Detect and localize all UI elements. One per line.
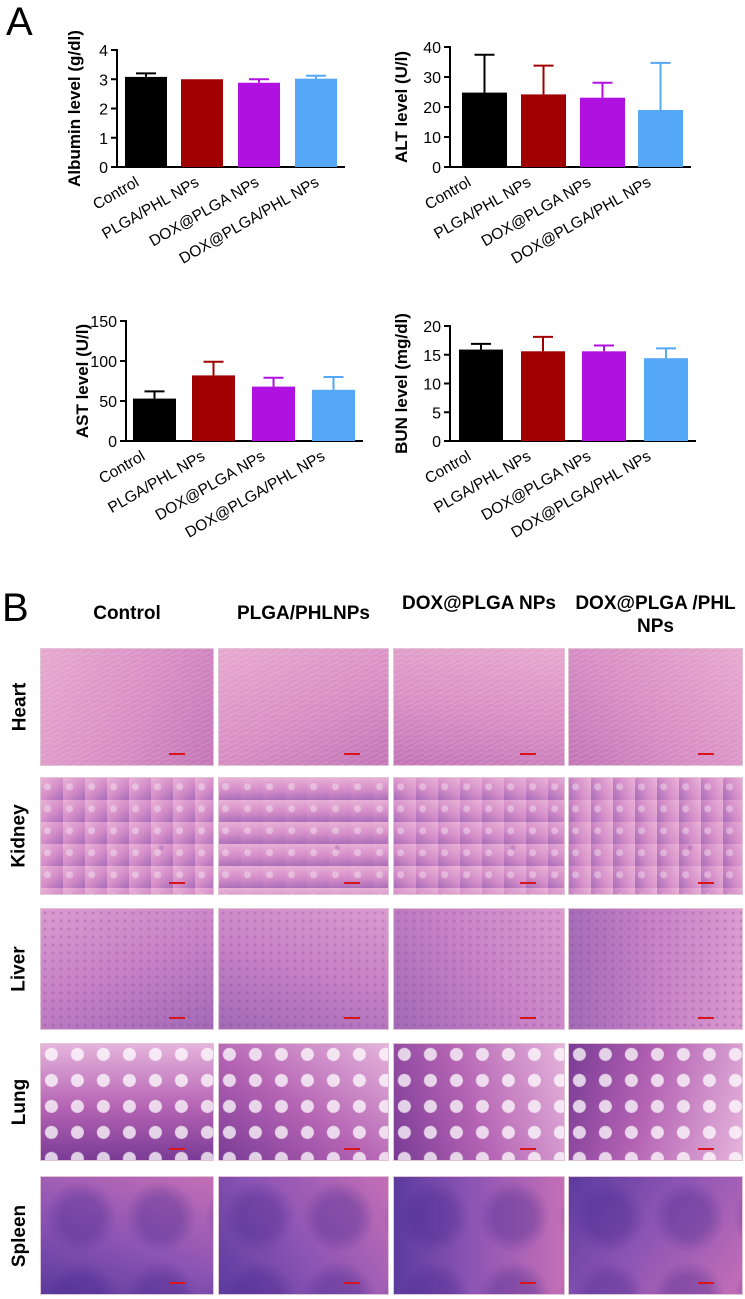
histology-image-kidney [40, 777, 214, 895]
scale-bar [520, 753, 536, 755]
histology-image-spleen [218, 1176, 389, 1295]
scale-bar [698, 1148, 714, 1150]
scale-bar [344, 1017, 360, 1019]
histology-image-lung [393, 1043, 565, 1161]
bar [580, 97, 625, 167]
y-tick-label: 15 [423, 348, 441, 365]
histology-image-heart [393, 648, 565, 766]
scale-bar [169, 1282, 185, 1284]
y-tick-label: 3 [99, 72, 108, 89]
histology-image-liver [393, 908, 565, 1030]
bar [238, 82, 280, 167]
bar [521, 351, 565, 441]
scale-bar [344, 753, 360, 755]
scale-bar [520, 1017, 536, 1019]
scale-bar [698, 753, 714, 755]
bar [462, 92, 507, 167]
histology-column-header: DOX@PLGA /PHL NPs [575, 593, 736, 637]
bar [125, 76, 167, 167]
y-tick-label: 5 [432, 405, 441, 422]
scale-bar [169, 1017, 185, 1019]
bar [252, 386, 295, 441]
scale-bar [698, 1017, 714, 1019]
histology-image-lung [568, 1043, 743, 1161]
histology-image-lung [40, 1043, 214, 1161]
bar [312, 389, 355, 441]
histology-row-label: Liver [9, 946, 31, 992]
y-tick-label: 100 [90, 354, 117, 371]
histology-image-lung [218, 1043, 389, 1161]
bar [582, 351, 626, 441]
y-tick-label: 50 [99, 394, 117, 411]
histology-column-header: DOX@PLGA NPs [401, 593, 556, 614]
histology-image-spleen [393, 1176, 565, 1295]
bar [521, 94, 566, 167]
histology-image-liver [218, 908, 389, 1030]
scale-bar [169, 753, 185, 755]
histology-column-header: PLGA/PHLNPs [236, 603, 371, 624]
scale-bar [169, 1148, 185, 1150]
bar [295, 78, 337, 167]
histology-row-label: Heart [9, 682, 31, 732]
y-tick-label: 2 [99, 102, 108, 119]
y-tick-label: 150 [90, 314, 117, 331]
y-axis-label: AST level (U/l) [73, 324, 92, 438]
y-tick-label: 0 [432, 434, 441, 451]
scale-bar [520, 1148, 536, 1150]
panel-b-label: B [2, 586, 29, 630]
histology-image-spleen [40, 1176, 214, 1295]
bar [181, 79, 223, 167]
histology-row-label: Spleen [9, 1204, 30, 1267]
y-tick-label: 0 [108, 434, 117, 451]
histology-image-heart [568, 648, 743, 766]
y-axis-label: Albumin level (g/dl) [65, 30, 84, 187]
panel-a-label: A [6, 0, 33, 44]
scale-bar [698, 882, 714, 884]
histology-image-heart [40, 648, 214, 766]
scale-bar [344, 882, 360, 884]
y-tick-label: 1 [99, 131, 108, 148]
histology-row-label: Kidney [9, 804, 31, 868]
y-tick-label: 4 [99, 43, 108, 60]
scale-bar [520, 1282, 536, 1284]
histology-image-heart [218, 648, 389, 766]
histology-image-liver [568, 908, 743, 1030]
y-axis-label: ALT level (U/l) [392, 51, 411, 163]
y-tick-label: 0 [432, 160, 441, 177]
y-tick-label: 20 [423, 100, 441, 117]
histology-row-label: Lung [9, 1078, 30, 1126]
histology-image-kidney [393, 777, 565, 895]
bar [459, 349, 503, 441]
histology-image-liver [40, 908, 214, 1030]
histology-image-spleen [568, 1176, 743, 1295]
scale-bar [344, 1282, 360, 1284]
y-tick-label: 40 [423, 40, 441, 57]
bar [192, 375, 235, 441]
scale-bar [169, 882, 185, 884]
bar [644, 358, 688, 441]
y-tick-label: 30 [423, 70, 441, 87]
bar [638, 110, 683, 167]
scale-bar [698, 1282, 714, 1284]
scale-bar [520, 882, 536, 884]
y-axis-label: BUN level (mg/dl) [392, 313, 411, 454]
histology-column-header: Control [93, 603, 161, 624]
y-tick-label: 0 [99, 160, 108, 177]
histology-image-kidney [568, 777, 743, 895]
bar [133, 398, 176, 441]
histology-image-kidney [218, 777, 389, 895]
y-tick-label: 20 [423, 319, 441, 336]
y-tick-label: 10 [423, 377, 441, 394]
scale-bar [344, 1148, 360, 1150]
y-tick-label: 10 [423, 130, 441, 147]
